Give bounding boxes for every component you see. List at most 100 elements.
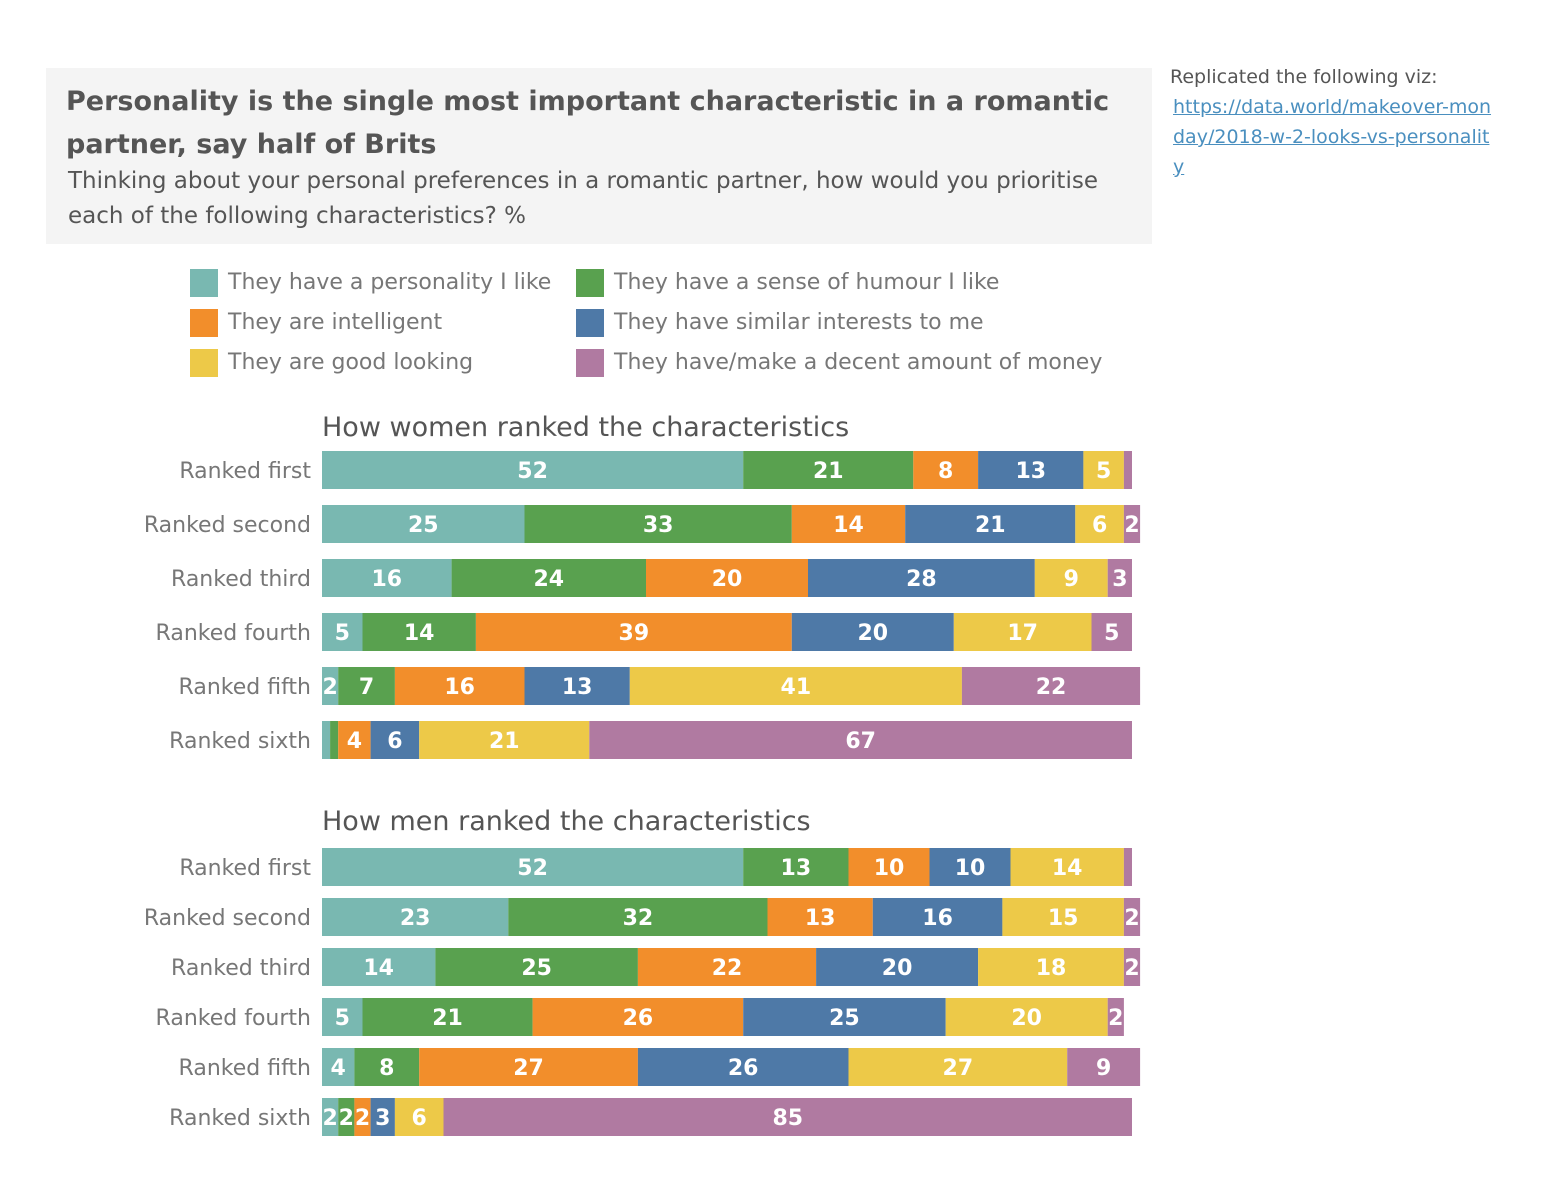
bar-segment <box>508 898 768 936</box>
bar-value-label: 4 <box>331 1056 346 1081</box>
bar-segment <box>953 613 1092 651</box>
bar-value-label: 14 <box>833 513 864 538</box>
bar-value-label: 21 <box>813 459 844 484</box>
bar-value-label: 39 <box>619 621 650 646</box>
bar-value-label: 32 <box>623 906 654 931</box>
row-label: Ranked first <box>179 459 311 484</box>
bar-segment <box>322 948 436 986</box>
bar-value-label: 8 <box>938 459 953 484</box>
bar-segment <box>322 998 363 1036</box>
bar-value-label: 14 <box>1052 856 1083 881</box>
bar-value-label: 26 <box>728 1056 759 1081</box>
bar-value-label: 7 <box>359 675 374 700</box>
row-label: Ranked fifth <box>179 1056 311 1081</box>
bar-value-label: 5 <box>335 1006 350 1031</box>
legend-label: They have a personality I like <box>228 270 552 295</box>
bar-value-label: 28 <box>906 567 937 592</box>
bar-value-label: 20 <box>1011 1006 1042 1031</box>
bar-segment <box>1123 505 1141 543</box>
bar-value-label: 16 <box>922 906 953 931</box>
panel-title: How men ranked the characteristics <box>322 806 811 837</box>
bar-value-label: 9 <box>1096 1056 1111 1081</box>
bar-segment <box>637 948 817 986</box>
bar-segment <box>929 848 1011 886</box>
bar-value-label: 13 <box>781 856 812 881</box>
bar-value-label: 2 <box>1108 1006 1123 1031</box>
bar-segment <box>354 1048 420 1086</box>
legend-label: They are intelligent <box>228 310 443 335</box>
bar-value-label: 16 <box>444 675 475 700</box>
bar-value-label: 4 <box>347 729 362 754</box>
bar-segment <box>743 451 914 489</box>
legend-label: They have/make a decent amount of money <box>614 350 1103 375</box>
bar-segment <box>848 1048 1068 1086</box>
bar-segment <box>743 998 946 1036</box>
bar-segment <box>1010 848 1124 886</box>
bar-segment <box>322 898 509 936</box>
bar-value-label: 3 <box>375 1106 390 1131</box>
row-label: Ranked fifth <box>179 675 311 700</box>
bar-segment <box>1123 898 1141 936</box>
credit-label: Replicated the following viz: <box>1170 66 1438 88</box>
bar-value-label: 6 <box>387 729 402 754</box>
bar-value-label: 5 <box>1104 621 1119 646</box>
bar-segment <box>945 998 1108 1036</box>
bar-segment <box>1067 1048 1141 1086</box>
legend-swatch <box>190 349 218 377</box>
bar-value-label: 21 <box>432 1006 463 1031</box>
bar-value-label: 67 <box>845 729 876 754</box>
bar-segment <box>872 898 1003 936</box>
bar-segment <box>322 667 339 705</box>
row-label: Ranked second <box>144 906 311 931</box>
bar-value-label: 2 <box>322 1106 337 1131</box>
bar-segment <box>322 848 744 886</box>
bar-segment <box>524 505 792 543</box>
bar-value-label: 13 <box>805 906 836 931</box>
bar-segment <box>322 1048 355 1086</box>
bar-segment <box>322 1098 339 1136</box>
bar-value-label: 14 <box>404 621 435 646</box>
source-link[interactable]: https://data.world/makeover-monday/2018-… <box>1173 96 1492 178</box>
bar-value-label: 10 <box>874 856 905 881</box>
bar-value-label: 2 <box>1124 513 1139 538</box>
row-label: Ranked third <box>171 567 311 592</box>
legend: They have a personality I like They are i… <box>190 264 1150 384</box>
bar-segment <box>322 451 744 489</box>
row-label: Ranked third <box>171 956 311 981</box>
legend-swatch <box>576 349 604 377</box>
row-label: Ranked fourth <box>156 621 311 646</box>
bar-segment <box>905 505 1076 543</box>
bar-value-label: 27 <box>513 1056 544 1081</box>
bar-segment <box>338 1098 355 1136</box>
bar-value-label: 17 <box>1007 621 1038 646</box>
bar-segment <box>322 505 525 543</box>
bar-segment <box>1002 898 1124 936</box>
bar-value-label: 25 <box>521 956 552 981</box>
bar-value-label: 2 <box>1124 956 1139 981</box>
bar-value-label: 21 <box>489 729 520 754</box>
bar-segment <box>808 559 1035 597</box>
bar-segment <box>370 1098 395 1136</box>
bar-value-label: 14 <box>363 956 394 981</box>
bar-segment <box>816 948 979 986</box>
legend-swatch <box>190 309 218 337</box>
bar-segment <box>322 559 452 597</box>
bar-value-label: 52 <box>517 856 548 881</box>
bar-segment <box>589 721 1132 759</box>
bar-value-label: 22 <box>712 956 743 981</box>
bar-segment <box>1107 998 1124 1036</box>
bar-value-label: 20 <box>712 567 743 592</box>
bar-segment <box>524 667 630 705</box>
bar-value-label: 6 <box>1092 513 1107 538</box>
row-label: Ranked first <box>179 856 311 881</box>
bar-value-label: 52 <box>517 459 548 484</box>
row-label: Ranked fourth <box>156 1006 311 1031</box>
bar-segment <box>848 848 930 886</box>
row-label: Ranked sixth <box>169 729 311 754</box>
panel-men: How men ranked the characteristics Ranked… <box>144 806 1141 1136</box>
bar-value-label: 20 <box>857 621 888 646</box>
bar-segment <box>419 721 590 759</box>
bar-segment <box>1083 451 1124 489</box>
bar-segment <box>330 721 339 759</box>
